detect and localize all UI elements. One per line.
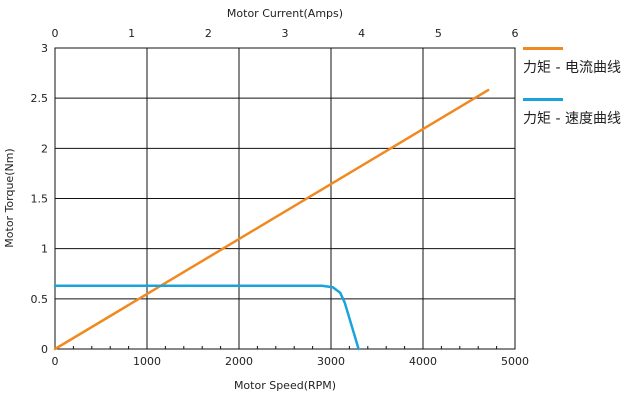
x-axis-title: Motor Speed(RPM) bbox=[234, 379, 336, 392]
y-tick-labels: 0 0.5 1 1.5 2 2.5 3 bbox=[31, 42, 49, 356]
legend-label-current: 力矩 - 电流曲线 bbox=[523, 60, 621, 76]
x2-tick-label-6: 6 bbox=[512, 27, 519, 40]
y-axis-title: Motor Torque(Nm) bbox=[3, 148, 16, 247]
x2-tick-label-1: 1 bbox=[128, 27, 135, 40]
y-tick-label-2: 1 bbox=[41, 243, 48, 256]
y-tick-label-6: 3 bbox=[41, 42, 48, 55]
legend: 力矩 - 电流曲线 bbox=[523, 47, 635, 76]
plot-frame bbox=[54, 47, 516, 350]
legend-item-current: 力矩 - 电流曲线 bbox=[523, 47, 635, 76]
x-tick-label-3: 3000 bbox=[317, 355, 345, 368]
x-tick-label-2: 2000 bbox=[225, 355, 253, 368]
series-line-0 bbox=[53, 88, 490, 351]
series bbox=[53, 88, 490, 351]
x2-tick-label-3: 3 bbox=[282, 27, 289, 40]
top-axis-title: Motor Current(Amps) bbox=[227, 7, 343, 20]
x-tick-label-4: 4000 bbox=[409, 355, 437, 368]
y-tick-label-3: 1.5 bbox=[31, 193, 49, 206]
legend-swatch-speed bbox=[523, 98, 563, 101]
x2-tick-label-0: 0 bbox=[52, 27, 59, 40]
legend-item-speed: 力矩 - 速度曲线 bbox=[523, 98, 635, 127]
legend-label-speed: 力矩 - 速度曲线 bbox=[523, 111, 621, 127]
x-tick-label-1: 1000 bbox=[133, 355, 161, 368]
x2-tick-label-2: 2 bbox=[205, 27, 212, 40]
series-line-1 bbox=[53, 284, 360, 351]
minor-ticks bbox=[72, 346, 498, 349]
x-tick-label-5: 5000 bbox=[501, 355, 529, 368]
y-tick-label-0: 0 bbox=[41, 343, 48, 356]
bottom-tick-labels: 0 1000 2000 3000 4000 5000 bbox=[52, 355, 530, 368]
legend-swatch-current bbox=[523, 47, 563, 50]
y-tick-label-1: 0.5 bbox=[31, 293, 49, 306]
legend-2: 力矩 - 速度曲线 bbox=[523, 98, 635, 127]
top-tick-labels: 0 1 2 3 4 5 6 bbox=[52, 27, 519, 40]
x2-tick-label-4: 4 bbox=[358, 27, 365, 40]
y-tick-label-5: 2.5 bbox=[31, 92, 49, 105]
grid bbox=[54, 47, 516, 350]
y-tick-label-4: 2 bbox=[41, 142, 48, 155]
x2-tick-label-5: 5 bbox=[435, 27, 442, 40]
x-tick-label-0: 0 bbox=[52, 355, 59, 368]
